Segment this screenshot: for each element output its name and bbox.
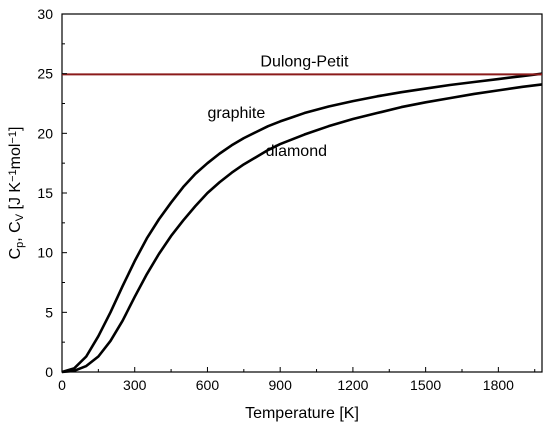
y-axis-title-part: −1 (7, 131, 19, 144)
y-tick-label: 10 (37, 245, 53, 261)
y-tick-label: 25 (37, 66, 53, 82)
y-tick-label: 0 (45, 364, 53, 380)
y-axis-title-part: ] (7, 127, 24, 131)
y-axis-title: Cp, CV [J K−1mol−1] (7, 127, 27, 260)
series-line-diamond (61, 83, 543, 374)
y-tick-label: 20 (37, 125, 53, 141)
x-tick-label: 900 (269, 377, 293, 393)
y-axis-title-part: mol (7, 144, 24, 170)
x-tick-label: 0 (58, 377, 66, 393)
series-line-graphite (61, 72, 543, 374)
y-tick-label: 15 (37, 185, 53, 201)
x-tick-label: 600 (196, 377, 220, 393)
x-tick-label: 1800 (483, 377, 514, 393)
annotation-diamond: diamond (266, 143, 327, 160)
x-tick-label: 300 (123, 377, 147, 393)
annotation-graphite: graphite (207, 105, 265, 122)
x-tick-label: 1200 (337, 377, 368, 393)
y-axis-title-part: [J K (7, 182, 24, 214)
y-axis-title-part: V (14, 213, 26, 221)
x-tick-label: 1500 (410, 377, 441, 393)
annotations-layer: Dulong-Petit graphite diamond (207, 54, 349, 161)
x-axis-title: Temperature [K] (245, 405, 359, 422)
y-axis-title-part: p (14, 242, 26, 248)
y-axis-title-part: C (7, 248, 24, 260)
ticks-layer: 0 300 600 900 1200 1500 1800 0 5 10 15 20 25 30 (37, 6, 536, 393)
y-tick-label: 5 (45, 304, 53, 320)
y-axis-title-part: , C (7, 221, 24, 241)
y-tick-label: 30 (37, 6, 53, 22)
annotation-dulong-petit: Dulong-Petit (260, 54, 349, 71)
series-layer (61, 72, 543, 374)
y-axis-title-part: −1 (7, 169, 19, 182)
